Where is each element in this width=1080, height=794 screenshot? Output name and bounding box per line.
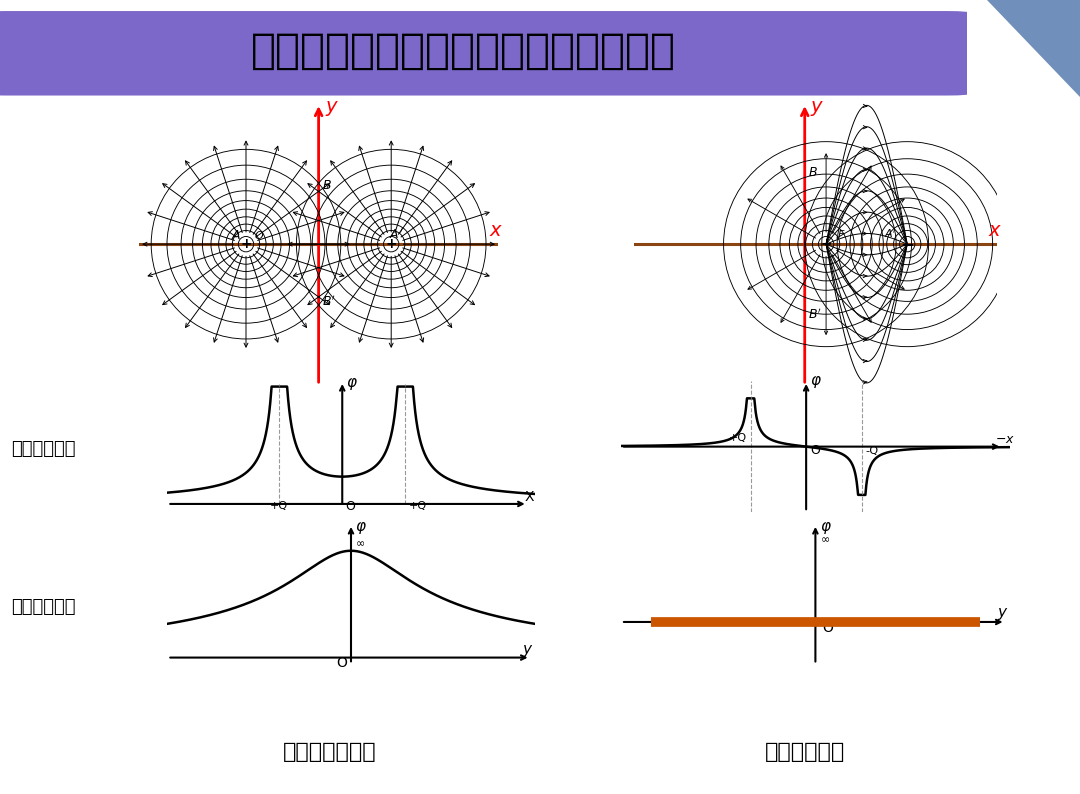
Text: +Q: +Q xyxy=(408,501,427,511)
Text: $F$: $F$ xyxy=(837,228,846,240)
Text: $\varphi$: $\varphi$ xyxy=(355,520,367,536)
Text: $B$: $B$ xyxy=(808,166,818,179)
Text: O: O xyxy=(345,500,355,513)
Text: $y$: $y$ xyxy=(523,642,534,658)
Text: $y$: $y$ xyxy=(325,98,339,118)
Text: $B'$: $B'$ xyxy=(808,307,822,322)
Text: $x$: $x$ xyxy=(489,222,503,241)
Text: $\infty$: $\infty$ xyxy=(820,534,829,544)
Text: $\varphi$: $\varphi$ xyxy=(346,376,357,391)
Text: $B$: $B$ xyxy=(322,179,332,191)
Text: $B'$: $B'$ xyxy=(322,295,336,309)
Text: +: + xyxy=(240,237,252,251)
Text: 等量异种电荷: 等量异种电荷 xyxy=(765,742,845,762)
Text: 连线中垂线上: 连线中垂线上 xyxy=(11,599,76,616)
Text: X: X xyxy=(524,490,534,503)
Text: $O$: $O$ xyxy=(254,229,264,241)
Text: O: O xyxy=(822,621,833,634)
Text: $y$: $y$ xyxy=(810,98,824,118)
Text: $A$: $A$ xyxy=(231,229,242,242)
Text: $\infty$: $\infty$ xyxy=(355,538,365,548)
Text: +: + xyxy=(386,237,397,251)
Text: $A'$: $A'$ xyxy=(389,228,404,242)
Polygon shape xyxy=(987,0,1080,97)
Text: −: − xyxy=(901,235,914,253)
Text: -Q: -Q xyxy=(865,445,878,456)
Text: +Q: +Q xyxy=(270,501,288,511)
Text: O: O xyxy=(810,444,820,457)
Text: 两电荷连线上: 两电荷连线上 xyxy=(11,440,76,457)
Text: $x$: $x$ xyxy=(988,222,1002,241)
Text: 等量同种正电荷: 等量同种正电荷 xyxy=(283,742,376,762)
Text: $y$: $y$ xyxy=(997,606,1009,622)
Text: $\varphi$: $\varphi$ xyxy=(810,373,822,390)
Text: +: + xyxy=(821,237,832,251)
Text: +Q: +Q xyxy=(729,434,747,444)
Text: 几种常见电场的电势与位移变化的图象: 几种常见电场的电势与位移变化的图象 xyxy=(252,29,676,71)
Text: $A'$: $A'$ xyxy=(883,227,896,240)
Text: O: O xyxy=(337,656,348,670)
Text: $\varphi$: $\varphi$ xyxy=(820,519,832,536)
Text: $-x$: $-x$ xyxy=(995,434,1015,446)
FancyBboxPatch shape xyxy=(0,11,971,95)
